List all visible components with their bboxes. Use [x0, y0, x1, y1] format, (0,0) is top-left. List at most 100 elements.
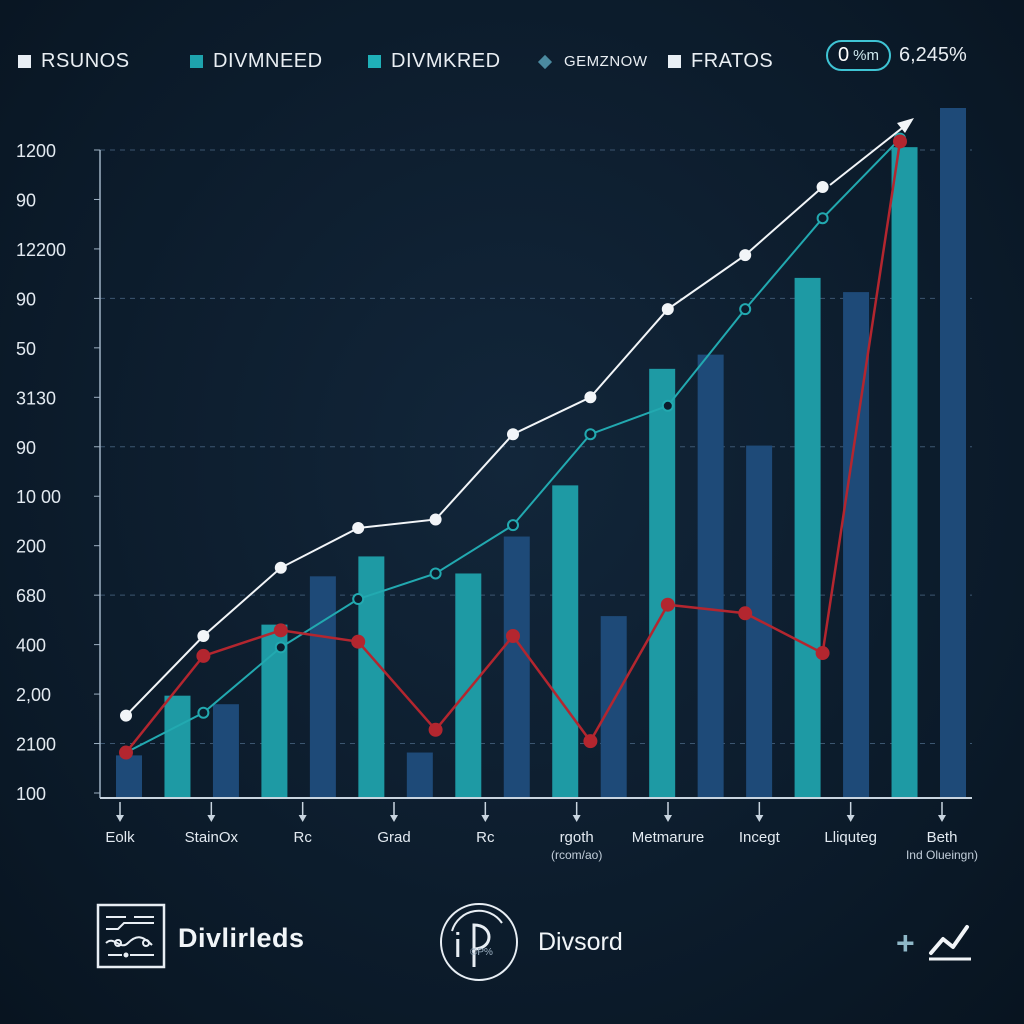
circuit-board-icon [96, 903, 166, 969]
red-trend-point[interactable] [351, 634, 366, 649]
bar[interactable] [455, 573, 482, 798]
y-tick-label: 680 [16, 586, 46, 606]
bar[interactable] [891, 147, 918, 798]
y-tick-label: 90 [16, 190, 36, 210]
legend-item-rsunos[interactable]: RSUNOS [18, 50, 130, 73]
x-axis-ticks: Eolk StainOx Rc Grad Rc rgoth (rcom/ao) Metmaru… [105, 802, 978, 862]
white-trend-point[interactable] [584, 391, 597, 404]
rate-pill[interactable]: 0 %m [826, 40, 891, 71]
legend-swatch [18, 55, 31, 68]
trend-up-icon [928, 925, 971, 961]
pill-unit: %m [853, 47, 879, 64]
x-tick-arrowhead [846, 815, 855, 822]
teal-trend-point[interactable] [816, 212, 829, 225]
white-trend-point[interactable] [429, 513, 442, 526]
grid-lines [100, 149, 972, 745]
white-trend-point[interactable] [661, 303, 674, 316]
white-trend-point[interactable] [274, 561, 287, 574]
bar-series [116, 108, 966, 798]
red-trend-point[interactable] [119, 745, 133, 760]
bar[interactable] [940, 108, 966, 798]
axes [99, 150, 972, 799]
white-trend-point[interactable] [197, 630, 210, 642]
bar[interactable] [164, 695, 191, 798]
red-trend-point[interactable] [815, 646, 830, 661]
white-trend-point[interactable] [120, 709, 132, 722]
x-tick-label: Lliquteg [824, 829, 877, 846]
legend-item-divmneed[interactable]: DIVMNEED [190, 50, 323, 73]
bar[interactable] [794, 277, 821, 798]
white-trend-point[interactable] [507, 428, 519, 441]
y-tick-label: 90 [16, 289, 36, 309]
x-tick-arrowhead [481, 815, 490, 822]
white-trend-point[interactable] [352, 522, 365, 534]
y-tick-label: 50 [16, 339, 36, 359]
red-trend-point[interactable] [273, 623, 288, 638]
bar[interactable] [406, 752, 433, 798]
brand-divsord[interactable]: i ©P% Divsord [432, 901, 623, 983]
legend-label: RSUNOS [41, 50, 130, 72]
legend-label: DIVMKRED [391, 50, 501, 72]
bar[interactable] [116, 755, 142, 798]
red-trend-point[interactable] [893, 134, 907, 149]
white-trend-point[interactable] [816, 180, 829, 193]
teal-trend-point[interactable] [661, 399, 674, 412]
brand-divlirleds[interactable]: Divlirleds [96, 903, 305, 973]
legend-item-fratos[interactable]: FRATOS [668, 50, 773, 73]
plus-icon: + [896, 924, 915, 961]
x-tick-label: Rc [476, 829, 495, 846]
y-tick-label: 10 00 [16, 487, 61, 507]
x-tick-label: Grad [377, 829, 410, 846]
teal-trend-point[interactable] [274, 641, 287, 654]
trend-arrow [829, 118, 914, 186]
legend-item-divmkred[interactable]: DIVMKRED [368, 50, 501, 73]
bar[interactable] [697, 354, 724, 798]
y-tick-label: 400 [16, 636, 46, 656]
x-tick-label: Rc [293, 829, 312, 846]
red-trend-point[interactable] [196, 648, 211, 663]
legend-item-gemznow[interactable]: GEMZNOW [536, 53, 648, 70]
x-tick-label: rgoth [560, 829, 594, 846]
teal-trend-point[interactable] [352, 593, 365, 606]
y-tick-label: 1200 [16, 141, 56, 161]
y-tick-label: 90 [16, 438, 36, 458]
teal-trend-point[interactable] [739, 303, 752, 316]
x-tick-sublabel: Ind Olueingn) [906, 848, 978, 862]
bar[interactable] [212, 704, 239, 798]
red-trend-point[interactable] [583, 734, 598, 749]
trend-action[interactable]: + [896, 923, 975, 963]
legend-swatch [368, 55, 381, 68]
white-trend-point[interactable] [739, 249, 752, 262]
x-tick-label: Incegt [739, 829, 781, 846]
teal-trend-point[interactable] [197, 706, 210, 719]
x-tick-arrowhead [298, 815, 307, 822]
red-trend-point[interactable] [738, 606, 753, 621]
brand1-text: Divlirleds [178, 922, 305, 953]
svg-text:i: i [454, 927, 462, 965]
percent-badge: 0 %m 6,245% [826, 40, 967, 71]
x-tick-sublabel: (rcom/ao) [551, 848, 602, 862]
y-tick-label: 3130 [16, 388, 56, 408]
bar[interactable] [649, 368, 676, 798]
bar[interactable] [503, 536, 530, 798]
circle-logo-icon: i [440, 903, 518, 981]
badge-value: 6,245% [898, 44, 967, 66]
red-trend-point[interactable] [428, 722, 443, 737]
line-series [119, 132, 907, 760]
teal-trend-point[interactable] [429, 567, 442, 580]
white-trend-line [125, 186, 824, 717]
teal-trend-point[interactable] [584, 428, 597, 441]
footer: Divlirleds i ©P% Divsord + [0, 895, 1024, 985]
bar[interactable] [309, 576, 336, 798]
x-tick-arrowhead [572, 815, 581, 822]
bar[interactable] [552, 485, 579, 798]
brand2-logo: i ©P% [432, 901, 526, 983]
teal-trend-point[interactable] [507, 519, 519, 532]
red-trend-point[interactable] [660, 597, 675, 612]
bar[interactable] [600, 616, 627, 798]
legend-swatch [668, 55, 681, 68]
trend-arrow-head [897, 118, 914, 133]
red-trend-point[interactable] [506, 629, 520, 643]
